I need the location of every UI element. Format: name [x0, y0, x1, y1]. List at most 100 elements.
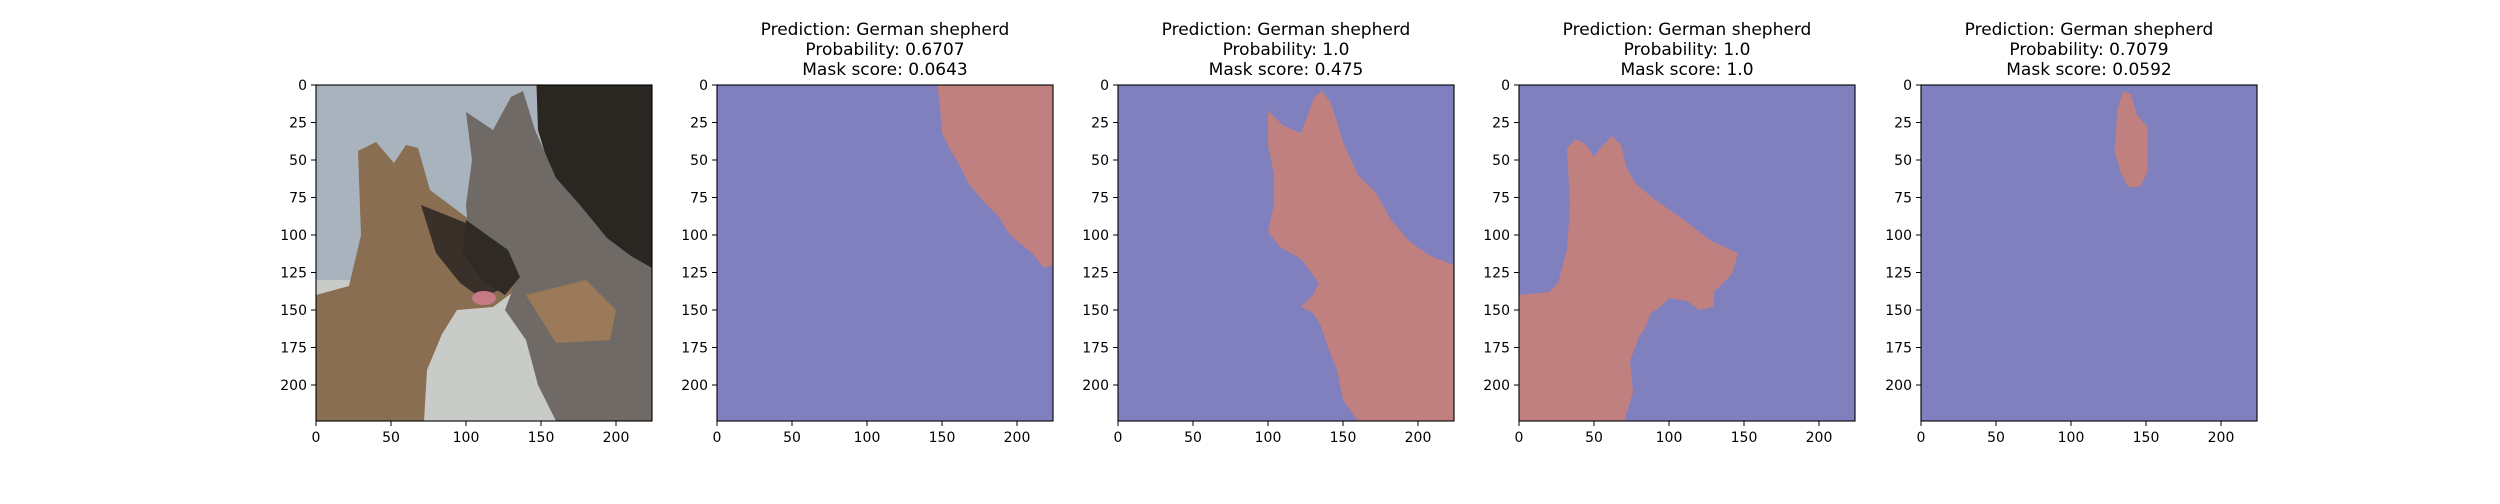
y-tick-label: 100: [280, 228, 307, 244]
x-tick-label: 150: [1731, 430, 1758, 446]
y-tick-label: 25: [289, 116, 307, 132]
x-tick-label: 50: [1987, 430, 2005, 446]
y-tick-label: 150: [1885, 303, 1912, 319]
y-tick-label: 175: [1483, 341, 1510, 357]
y-tick-label: 50: [1492, 153, 1510, 169]
y-tick-label: 100: [1082, 228, 1109, 244]
x-tick-label: 200: [1405, 430, 1432, 446]
y-tick-label: 150: [1082, 303, 1109, 319]
panel-title-line: Prediction: German shepherd: [761, 20, 1010, 40]
two-german-shepherd-dogs-photo: [316, 85, 652, 421]
y-tick-label: 125: [681, 266, 708, 282]
mask-background: [1921, 85, 2257, 421]
x-tick-label: 150: [929, 430, 956, 446]
photo-left-dog: [316, 142, 532, 421]
y-tick-label: 200: [681, 378, 708, 394]
axes-frame: [1920, 84, 2258, 422]
y-tick-label: 0: [1501, 78, 1510, 94]
x-tick-label: 200: [1004, 430, 1031, 446]
y-tick-label: 0: [699, 78, 708, 94]
y-tick-label: 125: [280, 266, 307, 282]
y-tick-label: 150: [681, 303, 708, 319]
panel-title-line: Mask score: 1.0: [1620, 60, 1753, 80]
x-tick-label: 100: [1656, 430, 1683, 446]
panel-plot-area: [1519, 85, 1855, 421]
y-tick-label: 100: [1885, 228, 1912, 244]
x-tick-label: 150: [528, 430, 555, 446]
x-tick-label: 0: [1917, 430, 1926, 446]
x-tick-label: 100: [1255, 430, 1282, 446]
y-tick-label: 200: [1885, 378, 1912, 394]
x-tick-label: 100: [453, 430, 480, 446]
panel-title-line: Mask score: 0.0592: [2006, 60, 2171, 80]
x-tick-label: 0: [1515, 430, 1524, 446]
y-tick-label: 50: [289, 153, 307, 169]
x-tick-label: 50: [1585, 430, 1603, 446]
x-tick-label: 200: [1806, 430, 1833, 446]
mask-region: [2114, 91, 2148, 187]
y-tick-label: 175: [1082, 341, 1109, 357]
panel-3: 0 50 100 150 200 0 25 50 75 100 125 150 175 200 Predic…: [1082, 20, 1455, 446]
y-tick-label: 125: [1483, 266, 1510, 282]
y-tick-label: 150: [1483, 303, 1510, 319]
x-tick-label: 200: [603, 430, 630, 446]
y-tick-label: 75: [690, 191, 708, 207]
y-tick-label: 100: [681, 228, 708, 244]
y-tick-label: 200: [1082, 378, 1109, 394]
panel-plot-area: [717, 85, 1053, 421]
panel-plot-area: [1921, 85, 2257, 421]
x-tick-label: 50: [382, 430, 400, 446]
y-tick-label: 75: [1894, 191, 1912, 207]
x-tick-label: 50: [1184, 430, 1202, 446]
panel-title-line: Probability: 0.7079: [2009, 40, 2168, 60]
y-tick-label: 0: [298, 78, 307, 94]
y-tick-label: 25: [1492, 116, 1510, 132]
x-tick-label: 150: [1330, 430, 1357, 446]
y-tick-label: 200: [280, 378, 307, 394]
y-tick-label: 75: [1091, 191, 1109, 207]
x-tick-label: 150: [2133, 430, 2160, 446]
panel-plot-area: [1118, 85, 1454, 421]
photo-right-dog-chest: [526, 280, 616, 343]
y-tick-label: 200: [1483, 378, 1510, 394]
y-tick-label: 175: [1885, 341, 1912, 357]
panel-title-line: Prediction: German shepherd: [1563, 20, 1812, 40]
panel-4: 0 50 100 150 200 0 25 50 75 100 125 150 175 200 Predic…: [1483, 20, 1856, 446]
y-tick-label: 75: [289, 191, 307, 207]
panel-title-line: Prediction: German shepherd: [1965, 20, 2214, 40]
y-tick-label: 25: [1091, 116, 1109, 132]
photo-dark-backdrop: [536, 85, 652, 295]
y-tick-label: 50: [1091, 153, 1109, 169]
y-tick-label: 25: [1894, 116, 1912, 132]
panel-plot-area: [316, 85, 652, 421]
panel-title-line: Prediction: German shepherd: [1162, 20, 1411, 40]
panel-title-line: Probability: 1.0: [1223, 40, 1350, 60]
mask-region: [1519, 136, 1738, 421]
x-tick-label: 50: [783, 430, 801, 446]
y-tick-label: 50: [690, 153, 708, 169]
y-tick-label: 150: [280, 303, 307, 319]
panel-title-line: Mask score: 0.0643: [802, 60, 967, 80]
photo-right-dog-muzzle: [463, 220, 520, 295]
panel-2: 0 50 100 150 200 0 25 50 75 100 125 150 175 200 Predic…: [681, 20, 1054, 446]
y-tick-label: 0: [1100, 78, 1109, 94]
y-tick-label: 50: [1894, 153, 1912, 169]
x-tick-label: 0: [312, 430, 321, 446]
y-tick-label: 75: [1492, 191, 1510, 207]
axes-frame: [716, 84, 1054, 422]
y-tick-label: 175: [681, 341, 708, 357]
x-tick-label: 200: [2208, 430, 2235, 446]
mask-region: [1268, 91, 1454, 421]
y-tick-label: 0: [1903, 78, 1912, 94]
x-tick-label: 100: [854, 430, 881, 446]
y-tick-label: 125: [1885, 266, 1912, 282]
x-tick-label: 100: [2058, 430, 2085, 446]
y-tick-label: 25: [690, 116, 708, 132]
mask-region: [937, 85, 1053, 268]
y-tick-label: 175: [280, 341, 307, 357]
panel-title-line: Mask score: 0.475: [1209, 60, 1364, 80]
x-tick-label: 0: [713, 430, 722, 446]
panel-5: 0 50 100 150 200 0 25 50 75 100 125 150 175 200 Predic…: [1885, 20, 2258, 446]
